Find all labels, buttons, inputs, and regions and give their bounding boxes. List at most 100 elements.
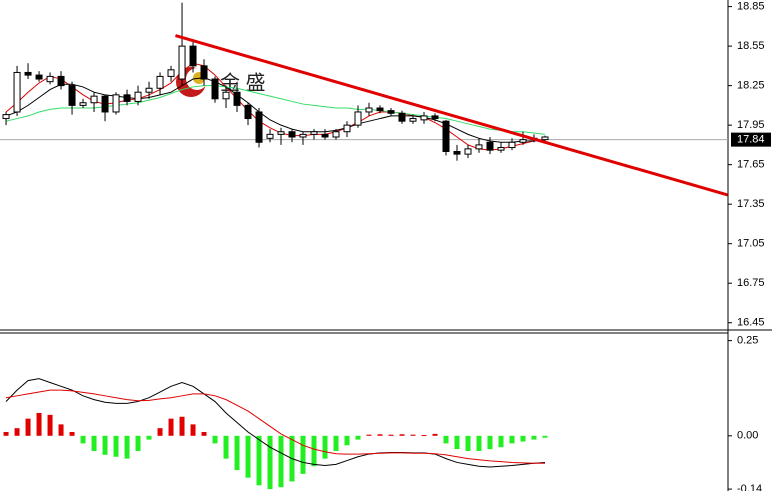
histogram-bar (124, 435, 130, 459)
candle-body (101, 95, 109, 113)
histogram-bar (498, 435, 504, 448)
histogram-bar (157, 428, 163, 436)
histogram-bar (531, 435, 537, 440)
histogram-bar (223, 435, 229, 459)
candle-body (24, 71, 32, 76)
candle-body (310, 131, 318, 135)
y-tick-label: 16.75 (737, 277, 765, 289)
histogram-bar (113, 435, 119, 457)
y-tick-label: 17.65 (737, 159, 765, 171)
candle-body (167, 69, 175, 77)
histogram-bar (487, 435, 493, 450)
candle-body (134, 91, 142, 102)
histogram-bar (300, 435, 306, 474)
trend-line (175, 34, 728, 197)
candle-body (453, 150, 461, 155)
last-price-box (731, 132, 771, 147)
histogram-bar (58, 424, 64, 436)
histogram-bar (245, 435, 251, 478)
candle-body (79, 102, 87, 106)
histogram-bar (311, 435, 317, 467)
candle-body (343, 124, 351, 133)
histogram-bar (410, 434, 416, 436)
candle-body (277, 131, 285, 135)
histogram-bar (91, 435, 97, 452)
y-tick-label: 17.05 (737, 238, 765, 250)
candle-body (398, 112, 406, 122)
indicator-line (5, 389, 545, 464)
candle-body (222, 91, 230, 100)
y-tick-label: 16.45 (737, 317, 765, 329)
y-tick-label: 0.25 (737, 335, 758, 347)
candle-body (244, 104, 252, 120)
histogram-bar (454, 435, 460, 450)
candle-body (497, 147, 505, 151)
histogram-bar (388, 434, 394, 436)
histogram-bar (69, 431, 75, 436)
histogram-bar (465, 435, 471, 452)
indicator-line (5, 85, 546, 135)
indicator-line (5, 77, 546, 143)
candle-body (112, 94, 120, 113)
histogram-bar (234, 435, 240, 471)
histogram-bar (267, 435, 273, 490)
candle-body (13, 71, 21, 113)
histogram-bar (366, 434, 372, 436)
histogram-bar (509, 435, 515, 444)
histogram-bar (377, 434, 383, 436)
histogram-bar (36, 412, 42, 436)
histogram-bar (212, 435, 218, 444)
histogram-bar (179, 416, 185, 436)
histogram-bar (542, 435, 548, 438)
watermark-text: 金 盛 (220, 71, 266, 94)
histogram-bar (399, 434, 405, 436)
histogram-bar (25, 418, 31, 436)
candle-body (387, 110, 395, 114)
candle-body (475, 144, 483, 150)
candle-body (233, 91, 241, 106)
histogram-bar (421, 435, 427, 437)
candle-body (68, 85, 76, 106)
y-tick-label: 17.35 (737, 198, 765, 210)
candle-body (486, 141, 494, 151)
histogram-bar (355, 435, 361, 440)
candle-body (266, 133, 274, 139)
histogram-bar (476, 435, 482, 452)
candle-body (365, 107, 373, 113)
candle-body (178, 45, 186, 80)
y-tick-label: 18.55 (737, 40, 765, 52)
histogram-bar (14, 428, 20, 436)
y-tick-label: 18.85 (737, 0, 765, 12)
histogram-bar (146, 435, 152, 440)
candle-body (376, 107, 384, 112)
candle-body (299, 133, 307, 138)
histogram-bar (333, 435, 339, 452)
histogram-bar (168, 418, 174, 436)
histogram-bar (3, 431, 9, 436)
histogram-bar (322, 435, 328, 459)
y-tick-label: 17.95 (737, 119, 765, 131)
histogram-bar (256, 435, 262, 486)
last-price-label: 17.84 (737, 134, 765, 146)
candle-body (519, 139, 527, 143)
candle-body (189, 45, 197, 67)
histogram-bar (278, 435, 284, 488)
candle-body (255, 111, 263, 143)
histogram-bar (135, 435, 141, 452)
histogram-bar (190, 424, 196, 436)
histogram-bar (344, 435, 350, 446)
histogram-bar (432, 433, 438, 436)
candle-body (332, 131, 340, 138)
candle-body (321, 133, 329, 138)
candle-body (464, 148, 472, 155)
candle-body (2, 114, 10, 120)
candle-body (90, 95, 98, 104)
candle-body (156, 75, 164, 89)
candle-body (46, 75, 54, 83)
candle-body (57, 75, 65, 87)
y-tick-label: 0.00 (737, 430, 758, 442)
candle-body (211, 78, 219, 100)
candle-body (409, 118, 417, 122)
